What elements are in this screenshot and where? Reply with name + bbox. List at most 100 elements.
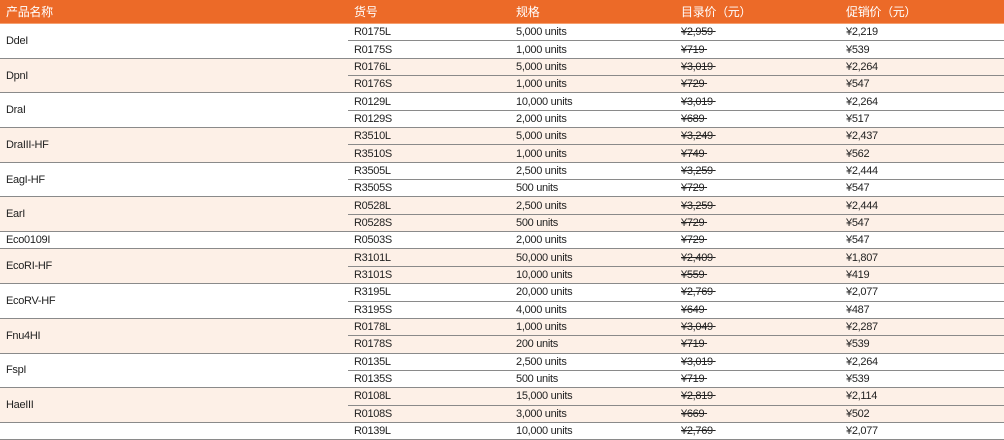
promo-price: ¥547 — [840, 75, 1004, 94]
size-text: 5,000 units — [516, 26, 567, 39]
table-row: R0528S 500 units ¥729 ¥547 — [0, 214, 1004, 233]
catalog-number-text: R0139L — [354, 425, 391, 438]
size: 10,000 units — [510, 266, 675, 285]
product-name: Fnu4HI — [0, 318, 348, 354]
promo-price: ¥2,444 — [840, 196, 1004, 215]
promo-price-text: ¥2,437 — [846, 130, 878, 143]
product-name: EagI-HF — [0, 162, 348, 198]
promo-price: ¥2,264 — [840, 92, 1004, 111]
header-row: 产品名称 货号 规格 目录价（元） 促销价（元） — [0, 0, 1004, 24]
promo-price: ¥1,807 — [840, 248, 1004, 267]
promo-price: ¥502 — [840, 405, 1004, 423]
promo-price: ¥539 — [840, 335, 1004, 354]
size: 2,500 units — [510, 196, 675, 215]
catalog-number: R0503S — [348, 231, 510, 250]
table-row: R3510S 1,000 units ¥749 ¥562 — [0, 144, 1004, 163]
list-price: ¥729 — [675, 231, 840, 250]
promo-price: ¥517 — [840, 110, 1004, 129]
list-price: ¥2,959 — [675, 23, 840, 42]
catalog-number-text: R3195L — [354, 286, 391, 299]
table-body: DdeI R0175L 5,000 units ¥2,959 ¥2,219 R0175S 1… — [0, 23, 1004, 440]
list-price-text: ¥3,019 — [681, 355, 713, 368]
size-text: 500 units — [516, 182, 558, 195]
list-price-text: ¥3,259 — [681, 164, 713, 177]
size-text: 1,000 units — [516, 78, 567, 91]
list-price: ¥729 — [675, 214, 840, 233]
product-name: EcoRI-HF — [0, 248, 348, 285]
promo-price-text: ¥547 — [846, 216, 870, 229]
catalog-number-text: R0175L — [354, 26, 391, 39]
promo-price: ¥2,077 — [840, 422, 1004, 440]
catalog-number-text: R0135L — [354, 355, 391, 368]
size-text: 50,000 units — [516, 251, 573, 264]
size-text: 1,000 units — [516, 147, 567, 160]
size-text: 500 units — [516, 216, 558, 229]
promo-price-text: ¥2,264 — [846, 355, 878, 368]
promo-price: ¥2,264 — [840, 58, 1004, 77]
catalog-number: R0176L — [348, 58, 510, 77]
product-name: FspI — [0, 353, 348, 389]
size: 10,000 units — [510, 422, 675, 440]
size-text: 2,500 units — [516, 199, 567, 212]
catalog-number-text: R0176L — [354, 60, 391, 73]
list-price: ¥669 — [675, 405, 840, 423]
promo-price-text: ¥487 — [846, 303, 870, 316]
list-price-text: ¥3,259 — [681, 199, 713, 212]
header-catalog-number: 货号 — [348, 0, 510, 24]
product-name: EarI — [0, 196, 348, 233]
product-name: DraIII-HF — [0, 127, 348, 163]
size: 1,000 units — [510, 318, 675, 337]
size: 500 units — [510, 370, 675, 389]
product-name: HaeIII — [0, 387, 348, 423]
promo-price-text: ¥539 — [846, 373, 870, 386]
promo-price: ¥487 — [840, 301, 1004, 319]
list-price: ¥689 — [675, 110, 840, 129]
catalog-number: R0176S — [348, 75, 510, 94]
promo-price: ¥2,264 — [840, 353, 1004, 371]
list-price-text: ¥2,819 — [681, 390, 713, 403]
size: 2,000 units — [510, 231, 675, 250]
list-price: ¥3,259 — [675, 162, 840, 181]
list-price: ¥559 — [675, 266, 840, 285]
size-text: 20,000 units — [516, 286, 573, 299]
size: 500 units — [510, 179, 675, 198]
catalog-number-text: R3505S — [354, 182, 392, 195]
catalog-number: R0175S — [348, 40, 510, 59]
table-row: Fnu4HI R0178L 1,000 units ¥3,049 ¥2,287 — [0, 318, 1004, 354]
size: 20,000 units — [510, 283, 675, 302]
product-name — [0, 422, 348, 440]
size-text: 10,000 units — [516, 425, 573, 438]
list-price-text: ¥2,769 — [681, 286, 713, 299]
list-price-text: ¥2,409 — [681, 251, 713, 264]
promo-price: ¥562 — [840, 144, 1004, 163]
catalog-number: R0129S — [348, 110, 510, 129]
size-text: 3,000 units — [516, 407, 567, 420]
table-row: EcoRI-HF R3101L 50,000 units ¥2,409 ¥1,807 — [0, 248, 1004, 285]
table-row: DraI R0129L 10,000 units ¥3,019 ¥2,264 — [0, 92, 1004, 129]
list-price: ¥3,019 — [675, 92, 840, 111]
catalog-number-text: R3505L — [354, 164, 391, 177]
promo-price-text: ¥419 — [846, 268, 870, 281]
catalog-number-text: R0528L — [354, 199, 391, 212]
list-price-text: ¥3,249 — [681, 130, 713, 143]
catalog-number-text: R3101L — [354, 251, 391, 264]
list-price: ¥2,819 — [675, 387, 840, 406]
catalog-number: R0135S — [348, 370, 510, 389]
table-row: EarI R0528L 2,500 units ¥3,259 ¥2,444 — [0, 196, 1004, 233]
catalog-number: R0178S — [348, 335, 510, 354]
size-text: 2,500 units — [516, 164, 567, 177]
list-price-text: ¥719 — [681, 43, 705, 56]
size: 2,500 units — [510, 353, 675, 371]
catalog-number-text: R3510L — [354, 130, 391, 143]
catalog-number: R0175L — [348, 23, 510, 42]
table-row: R3101S 10,000 units ¥559 ¥419 — [0, 266, 1004, 285]
size: 15,000 units — [510, 387, 675, 406]
promo-price-text: ¥2,264 — [846, 60, 878, 73]
catalog-number-text: R0528S — [354, 216, 392, 229]
list-price: ¥3,259 — [675, 196, 840, 215]
promo-price-text: ¥2,444 — [846, 164, 878, 177]
table-row: R3195S 4,000 units ¥649 ¥487 — [0, 301, 1004, 319]
size-text: 2,000 units — [516, 112, 567, 125]
table-row: R0135S 500 units ¥719 ¥539 — [0, 370, 1004, 389]
